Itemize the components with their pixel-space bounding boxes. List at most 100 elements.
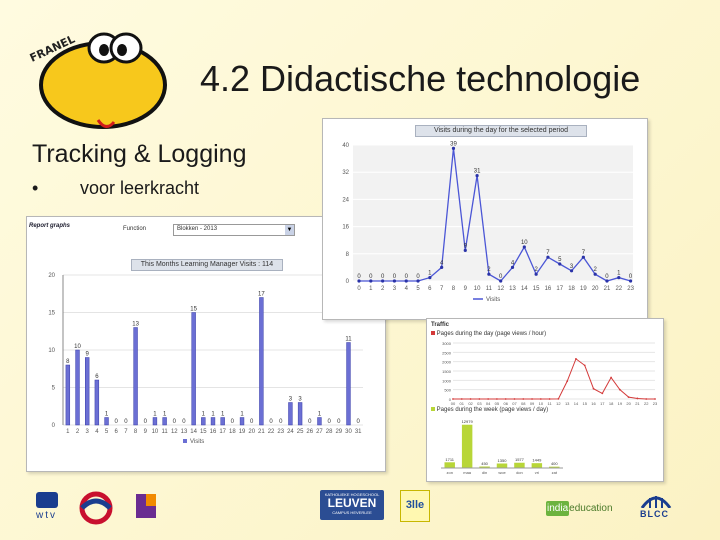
monthly-visits-chart: 0510152081102936415060713809110111012013… [48,273,363,445]
bar-value-label: 0 [250,419,254,425]
x-tick-label: 25 [297,429,304,435]
x-tick-label: 23 [653,401,658,406]
x-tick-label: 6 [115,429,119,435]
report-selector[interactable]: Blokken - 2013 ▼ [173,224,295,236]
x-tick-label: 28 [326,429,333,435]
bar-value-label: 1 [240,412,244,418]
legend-swatch [183,439,187,443]
x-tick-label: 10 [152,429,159,435]
bar [496,463,508,468]
logo-3lle: 3lle [400,490,430,522]
point-value-label: 0 [416,274,420,280]
bar-value-label: 1577 [515,457,525,462]
x-tick-label: 5 [416,286,420,292]
point-value-label: 10 [521,240,528,246]
data-point [539,398,542,400]
bar-value-label: 3 [298,397,302,403]
bar-value-label: 0 [308,419,312,425]
bar-value-label: 3 [289,397,293,403]
x-tick-label: 12 [171,429,178,435]
y-tick-label: 2000 [442,360,452,365]
data-point [618,388,621,391]
slide-subtitle: Tracking & Logging [32,140,247,168]
data-point [463,248,467,252]
x-tick-label: 8 [134,429,138,435]
bar-value-label: 0 [173,419,177,425]
x-tick-label: 19 [239,429,246,435]
bar-value-label: 0 [356,419,360,425]
x-tick-label: 18 [568,286,575,292]
x-tick-label: 09 [530,401,535,406]
logo-leuven-main: LEUVEN [327,496,377,510]
data-point [534,272,538,276]
bar [288,402,293,426]
bar-value-label: 0 [182,419,186,425]
x-tick-label: 11 [486,286,493,292]
y-tick-label: 10 [48,348,55,354]
x-tick-label: vri [535,470,539,475]
x-tick-label: 22 [268,429,275,435]
bar-value-label: 12979 [462,419,474,424]
point-value-label: 31 [474,169,481,175]
bar-value-label: 1 [153,412,157,418]
data-point [522,398,525,400]
data-point [440,265,444,269]
legend-swatch-red [431,331,435,335]
x-tick-label: 24 [287,429,294,435]
point-value-label: 2 [534,267,538,273]
x-tick-label: 9 [144,429,148,435]
logo-india-education: indiaeducation [546,498,622,516]
bar-value-label: 13 [132,322,139,328]
x-tick-label: 29 [335,429,342,435]
bar-value-label: 1 [221,412,225,418]
point-value-label: 0 [357,274,361,280]
point-value-label: 0 [393,274,397,280]
x-tick-label: 19 [580,286,587,292]
x-tick-label: 7 [440,286,444,292]
y-tick-label: 8 [346,252,350,258]
bar [210,417,216,426]
x-tick-label: 0 [357,286,361,292]
traffic-panel: Traffic Pages during the day (page views… [426,318,664,482]
pages-day-line-chart: 0 500 1000 1500 2000 2500 3000 00 01 02 03 04 05 06 07… [442,341,658,406]
logo-swirl [79,491,113,525]
mascot-logo: FRANEL [28,32,167,129]
data-point [566,380,569,383]
x-tick-label: 7 [124,429,128,435]
x-tick-label: 18 [609,401,614,406]
x-tick-label: 03 [477,401,482,406]
bar [479,466,490,468]
x-tick-label: 14 [521,286,528,292]
bar [297,402,303,426]
data-point [636,397,639,400]
bar-value-label: 0 [231,419,235,425]
bar-value-label: 1 [105,412,109,418]
bar-value-label: 0 [124,419,128,425]
bar [75,349,80,426]
y-tick-label: 0 [449,397,452,402]
x-tick-label: 16 [210,429,217,435]
data-point [569,269,574,273]
x-tick-label: 01 [460,401,465,406]
x-tick-label: 00 [451,401,456,406]
x-tick-label: 21 [604,286,611,292]
data-point [575,357,577,360]
x-tick-label: 3 [393,286,397,292]
data-point [592,387,595,390]
x-tick-label: 20 [592,286,599,292]
point-value-label: 3 [570,264,574,270]
data-point [369,279,373,283]
square-mark-bottom [136,506,156,518]
bar [104,417,109,426]
legend-label: Visits [190,439,204,445]
bar [531,463,543,468]
bar-value-label: 1 [202,412,206,418]
x-tick-label: 04 [486,401,491,406]
logo-leuven-top: KATHOLIEKE HOGESCHOOL [324,492,380,497]
x-tick-label: 07 [512,401,517,406]
point-value-label: 2 [487,267,491,273]
bar [191,312,196,426]
x-tick-label: 15 [533,286,540,292]
traffic-line-legend: Pages during the day (page views / hour) [431,331,546,337]
bar [65,364,71,426]
